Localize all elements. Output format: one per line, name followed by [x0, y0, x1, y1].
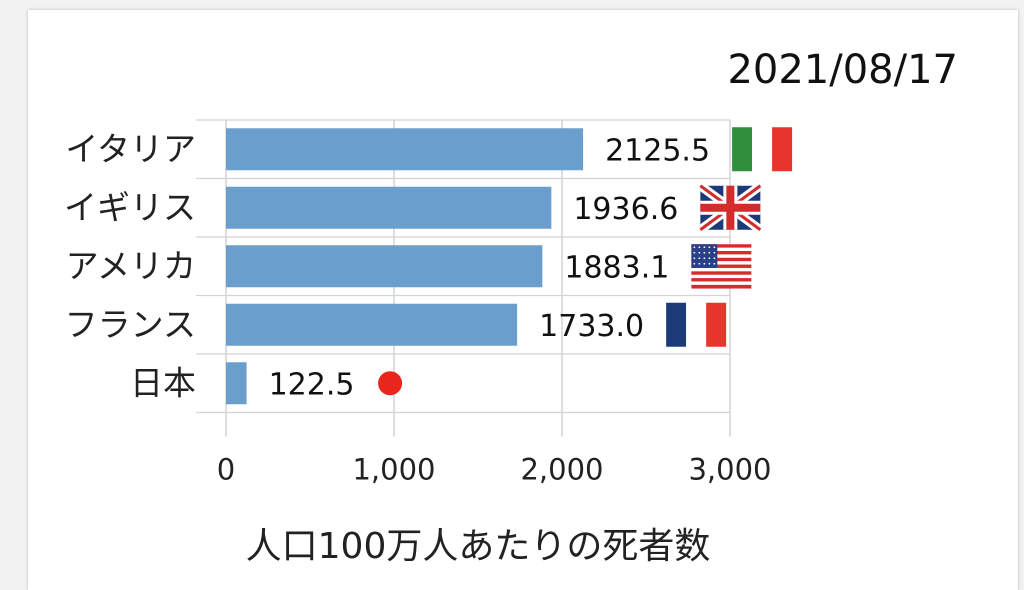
- bar: [226, 128, 584, 171]
- flag-stripe: [691, 254, 752, 259]
- bar: [226, 362, 247, 405]
- japan-flag-icon: [378, 371, 403, 396]
- flag-cross-red: [700, 203, 761, 212]
- flag-stripe: [691, 257, 752, 262]
- x-tick-label: 3,000: [688, 453, 771, 487]
- flag-star: [698, 262, 701, 265]
- flag-stripe: [686, 302, 707, 347]
- flag-stripe: [752, 127, 773, 172]
- flag-star: [708, 246, 711, 249]
- category-label: イギリス: [64, 188, 196, 227]
- flag-star: [703, 246, 706, 249]
- flag-star: [703, 251, 706, 254]
- x-tick-label: 0: [217, 453, 235, 487]
- grid: [196, 119, 731, 437]
- flag-stripe: [691, 251, 752, 255]
- flag-star: [713, 262, 716, 265]
- flag-star: [693, 246, 696, 249]
- italy-flag-icon: [732, 127, 793, 172]
- x-axis-label: 人口100万人あたりの死者数: [246, 526, 711, 567]
- category-label: フランス: [65, 305, 196, 344]
- x-tick-label: 1,000: [352, 453, 435, 487]
- category-label: イタリア: [65, 129, 196, 168]
- category-label: 日本: [130, 363, 196, 402]
- bars: [226, 128, 584, 405]
- flag-star: [708, 268, 711, 271]
- bar: [226, 303, 518, 346]
- flag-star: [713, 246, 716, 249]
- flag-stripe: [691, 278, 752, 282]
- flag-star: [703, 262, 706, 265]
- flag-stripe: [691, 274, 752, 279]
- category-label: アメリカ: [66, 246, 196, 285]
- flag-stripe: [691, 261, 752, 265]
- flag-star: [713, 257, 716, 260]
- flags: [378, 127, 793, 396]
- chart-date-title: 2021/08/17: [727, 47, 958, 93]
- flag-canton: [691, 244, 718, 268]
- flag-star: [698, 257, 701, 260]
- flag-stripe: [732, 127, 753, 172]
- flag-star: [693, 268, 696, 271]
- bar-chart: 2021/08/17 2125.5 1936.6 1883.1 1733.0 122.5…: [64, 47, 958, 567]
- chart-card: 2021/08/17 2125.5 1936.6 1883.1 1733.0 122.5…: [28, 10, 1018, 590]
- bar: [226, 245, 543, 288]
- flag-star: [698, 246, 701, 249]
- flag-star: [698, 251, 701, 254]
- flag-star: [698, 268, 701, 271]
- france-flag-icon: [666, 302, 727, 347]
- usa-flag-icon: [691, 244, 752, 289]
- flag-star: [703, 257, 706, 260]
- flag-disc: [378, 371, 403, 396]
- flag-star: [713, 251, 716, 254]
- flag-stripe: [691, 267, 752, 272]
- flag-stripe: [772, 127, 793, 172]
- flag-star: [693, 251, 696, 254]
- x-tick-labels: 0 1,000 2,000 3,000: [217, 453, 772, 487]
- value-label: 1883.1: [564, 250, 669, 285]
- bar: [226, 186, 552, 229]
- flag-stripe: [666, 302, 687, 347]
- flag-star: [713, 268, 716, 271]
- flag-stripe: [691, 247, 752, 252]
- value-label: 122.5: [269, 367, 355, 402]
- flag-star: [708, 251, 711, 254]
- value-label: 1733.0: [539, 309, 644, 344]
- flag-star: [708, 257, 711, 260]
- flag-stripe: [691, 244, 752, 248]
- flag-star: [693, 262, 696, 265]
- flag-star: [708, 262, 711, 265]
- uk-flag-icon: [697, 182, 764, 234]
- flag-star: [693, 257, 696, 260]
- value-labels: 2125.5 1936.6 1883.1 1733.0 122.5: [269, 133, 710, 402]
- flag-star: [703, 268, 706, 271]
- flag-stripe: [691, 264, 752, 269]
- value-label: 2125.5: [605, 133, 710, 168]
- flag-stripe: [691, 284, 752, 289]
- flag-stripe: [706, 302, 727, 347]
- flag-stripe: [691, 281, 752, 286]
- x-tick-label: 2,000: [520, 453, 603, 487]
- value-label: 1936.6: [573, 192, 678, 227]
- flag-stripe: [691, 271, 752, 276]
